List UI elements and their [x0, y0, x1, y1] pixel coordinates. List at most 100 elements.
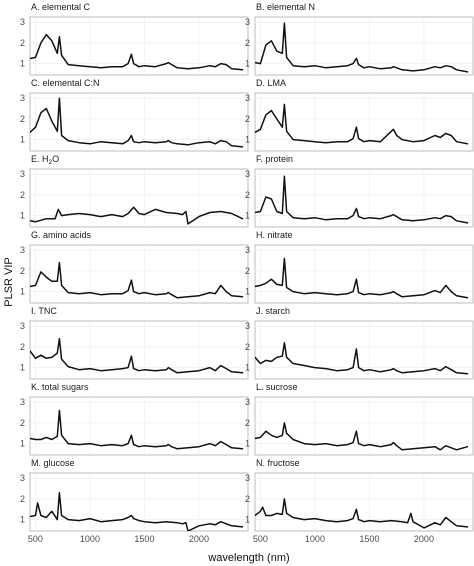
y-tick-label: 1	[20, 515, 25, 525]
panel-title: G. amino acids	[31, 230, 92, 240]
y-tick-label: 2	[245, 342, 250, 352]
y-tick-label: 3	[20, 321, 25, 331]
vip-series-line	[255, 498, 469, 529]
x-tick-label: 2000	[414, 534, 434, 544]
y-tick-label: 3	[20, 397, 25, 407]
vip-series-line	[255, 422, 469, 451]
panel-frame	[29, 168, 249, 228]
panel-title: F. protein	[256, 154, 293, 164]
panel-title: M. glucose	[31, 458, 75, 468]
y-tick-label: 1	[245, 135, 250, 145]
panel-frame	[29, 92, 249, 152]
y-tick-label: 2	[20, 114, 25, 124]
y-tick-label: 3	[245, 93, 250, 103]
panel-h: H. nitrate 1 2 3	[245, 230, 474, 304]
panel-a: A. elemental C 1 2 3	[20, 2, 249, 76]
y-tick-label: 3	[245, 169, 250, 179]
x-tick-label: 2000	[189, 534, 209, 544]
panel-j: J. starch 1 2 3	[245, 306, 474, 380]
panel-title: J. starch	[256, 306, 290, 316]
panel-frame	[29, 396, 249, 456]
vip-series-line	[30, 337, 244, 374]
x-tick-label: 500	[253, 534, 268, 544]
y-tick-label: 2	[245, 114, 250, 124]
vip-series-line	[255, 22, 469, 73]
y-tick-label: 3	[20, 245, 25, 255]
panel-g: G. amino acids 1 2 3	[20, 230, 249, 304]
y-tick-label: 3	[20, 169, 25, 179]
vip-series-line	[30, 33, 244, 71]
panel-title: B. elemental N	[256, 2, 315, 12]
panel-title: A. elemental C	[31, 2, 91, 12]
y-tick-label: 2	[245, 190, 250, 200]
panel-b: B. elemental N 1 2 3	[245, 2, 474, 76]
y-tick-label: 1	[245, 287, 250, 297]
y-tick-label: 2	[20, 266, 25, 276]
panel-title: N. fructose	[256, 458, 300, 468]
y-tick-label: 1	[245, 211, 250, 221]
panel-m: M. glucose 1 2 3 500 1000 1500 2000	[20, 458, 249, 544]
x-tick-label: 1500	[134, 534, 154, 544]
y-tick-label: 2	[20, 494, 25, 504]
y-tick-label: 3	[20, 93, 25, 103]
panel-k: K. total sugars 1 2 3	[20, 382, 249, 456]
vip-series-line	[30, 206, 244, 225]
x-axis-label: wavelength (nm)	[207, 552, 289, 564]
vip-series-line	[30, 261, 244, 299]
y-tick-label: 1	[20, 135, 25, 145]
vip-series-line	[255, 175, 469, 224]
y-tick-label: 1	[20, 59, 25, 69]
y-tick-label: 2	[245, 266, 250, 276]
vip-series-line	[255, 103, 469, 145]
panel-f: F. protein 1 2 3	[245, 154, 474, 228]
y-tick-label: 3	[245, 473, 250, 483]
y-tick-label: 3	[245, 321, 250, 331]
y-axis-label: PLSR VIP	[3, 257, 15, 307]
panel-title: K. total sugars	[31, 382, 89, 392]
vip-series-line	[255, 257, 469, 299]
y-tick-label: 2	[245, 418, 250, 428]
x-tick-label: 500	[28, 534, 43, 544]
y-tick-label: 1	[20, 439, 25, 449]
y-tick-label: 2	[20, 38, 25, 48]
y-tick-label: 1	[245, 363, 250, 373]
panel-c: C. elemental C:N 1 2 3	[20, 78, 249, 152]
y-tick-label: 3	[20, 473, 25, 483]
vip-series-line	[30, 491, 244, 531]
y-tick-label: 1	[20, 287, 25, 297]
vip-series-line	[30, 409, 244, 450]
panel-n: N. fructose 1 2 3 500 1000 1500 2000	[245, 458, 474, 544]
panel-frame	[254, 244, 474, 304]
y-tick-label: 3	[20, 17, 25, 27]
y-tick-label: 1	[245, 59, 250, 69]
vip-series-line	[255, 342, 469, 375]
panel-title: C. elemental C:N	[31, 78, 100, 88]
panel-frame	[29, 472, 249, 532]
x-tick-label: 1000	[80, 534, 100, 544]
panel-title: I. TNC	[31, 306, 57, 316]
x-tick-label: 1000	[305, 534, 325, 544]
y-tick-label: 2	[20, 190, 25, 200]
panel-title: H. nitrate	[256, 230, 293, 240]
y-tick-label: 3	[245, 17, 250, 27]
panel-frame	[254, 16, 474, 76]
x-tick-label: 1500	[359, 534, 379, 544]
y-tick-label: 3	[245, 245, 250, 255]
panel-title: L. sucrose	[256, 382, 298, 392]
panel-i: I. TNC 1 2 3	[20, 306, 249, 380]
panel-d: D. LMA 1 2 3	[245, 78, 474, 152]
y-tick-label: 2	[20, 342, 25, 352]
y-tick-label: 2	[245, 494, 250, 504]
panel-title: E. H2O	[31, 154, 59, 166]
y-tick-label: 1	[245, 439, 250, 449]
y-tick-label: 3	[245, 397, 250, 407]
y-tick-label: 2	[20, 418, 25, 428]
panel-l: L. sucrose 1 2 3	[245, 382, 474, 456]
panel-e: E. H2O 1 2 3	[20, 154, 249, 228]
vip-series-line	[30, 97, 244, 148]
panel-title: D. LMA	[256, 78, 286, 88]
y-tick-label: 1	[245, 515, 250, 525]
y-tick-label: 2	[245, 38, 250, 48]
